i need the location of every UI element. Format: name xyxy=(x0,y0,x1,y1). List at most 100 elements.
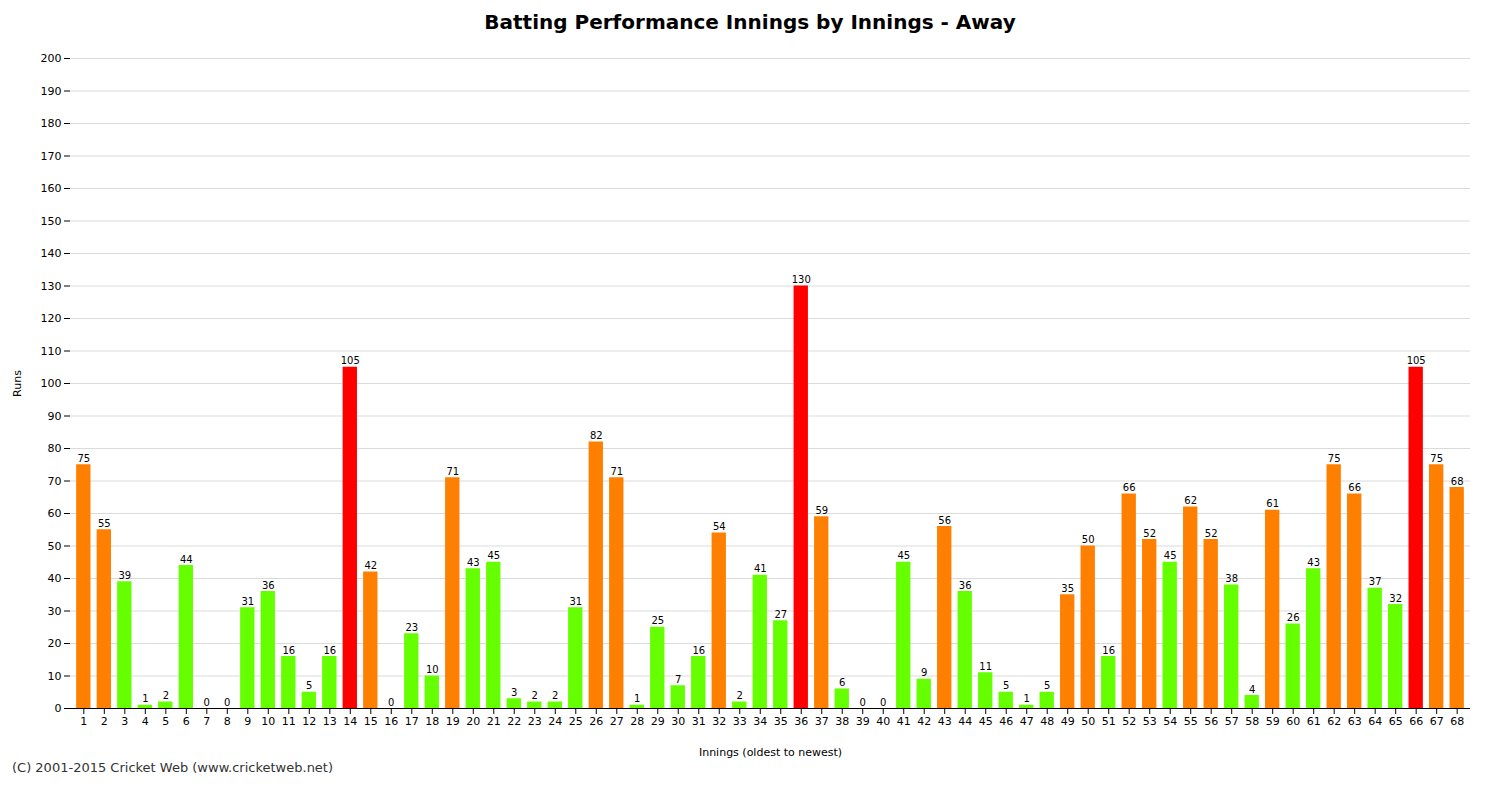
svg-text:5: 5 xyxy=(1003,680,1009,691)
svg-text:2: 2 xyxy=(101,715,108,728)
svg-text:56: 56 xyxy=(938,515,951,526)
svg-text:42: 42 xyxy=(917,715,931,728)
svg-text:21: 21 xyxy=(487,715,501,728)
svg-text:105: 105 xyxy=(341,355,360,366)
svg-text:65: 65 xyxy=(1389,715,1403,728)
svg-text:50: 50 xyxy=(1082,534,1095,545)
svg-text:0: 0 xyxy=(55,702,62,715)
svg-text:10: 10 xyxy=(48,670,62,683)
svg-text:67: 67 xyxy=(1430,715,1444,728)
svg-text:26: 26 xyxy=(1287,612,1300,623)
svg-text:18: 18 xyxy=(425,715,439,728)
svg-text:0: 0 xyxy=(880,697,886,708)
svg-text:200: 200 xyxy=(41,52,62,65)
svg-text:31: 31 xyxy=(241,596,254,607)
svg-text:54: 54 xyxy=(713,521,726,532)
svg-text:6: 6 xyxy=(839,677,845,688)
svg-text:15: 15 xyxy=(364,715,378,728)
svg-text:70: 70 xyxy=(48,475,62,488)
svg-text:28: 28 xyxy=(630,715,644,728)
svg-text:25: 25 xyxy=(651,615,664,626)
svg-text:9: 9 xyxy=(244,715,251,728)
svg-text:0: 0 xyxy=(224,697,230,708)
svg-text:43: 43 xyxy=(1307,557,1320,568)
svg-text:39: 39 xyxy=(118,570,131,581)
svg-text:2: 2 xyxy=(163,690,169,701)
svg-text:60: 60 xyxy=(48,507,62,520)
svg-text:130: 130 xyxy=(792,274,811,285)
svg-text:40: 40 xyxy=(876,715,890,728)
svg-text:20: 20 xyxy=(48,637,62,650)
svg-text:33: 33 xyxy=(733,715,747,728)
svg-text:31: 31 xyxy=(692,715,706,728)
svg-text:25: 25 xyxy=(569,715,583,728)
svg-text:1: 1 xyxy=(80,715,87,728)
svg-text:40: 40 xyxy=(48,572,62,585)
svg-text:16: 16 xyxy=(282,645,295,656)
svg-text:22: 22 xyxy=(507,715,521,728)
svg-text:37: 37 xyxy=(815,715,829,728)
svg-text:36: 36 xyxy=(959,580,972,591)
svg-text:27: 27 xyxy=(610,715,624,728)
svg-text:59: 59 xyxy=(815,505,828,516)
svg-text:150: 150 xyxy=(41,215,62,228)
svg-text:19: 19 xyxy=(446,715,460,728)
svg-text:66: 66 xyxy=(1123,482,1136,493)
svg-text:62: 62 xyxy=(1184,495,1197,506)
svg-text:45: 45 xyxy=(1164,550,1177,561)
svg-text:66: 66 xyxy=(1348,482,1361,493)
svg-text:5: 5 xyxy=(306,680,312,691)
svg-text:52: 52 xyxy=(1143,528,1156,539)
svg-text:7: 7 xyxy=(203,715,210,728)
svg-text:36: 36 xyxy=(794,715,808,728)
svg-text:16: 16 xyxy=(692,645,705,656)
svg-text:35: 35 xyxy=(1061,583,1074,594)
svg-text:180: 180 xyxy=(41,117,62,130)
svg-text:0: 0 xyxy=(388,697,394,708)
svg-text:1: 1 xyxy=(142,693,148,704)
svg-text:190: 190 xyxy=(41,85,62,98)
svg-text:43: 43 xyxy=(467,557,480,568)
svg-text:8: 8 xyxy=(224,715,231,728)
svg-text:39: 39 xyxy=(856,715,870,728)
svg-text:45: 45 xyxy=(979,715,993,728)
svg-text:1: 1 xyxy=(1024,693,1030,704)
svg-text:6: 6 xyxy=(183,715,190,728)
svg-text:2: 2 xyxy=(737,690,743,701)
svg-text:16: 16 xyxy=(323,645,336,656)
svg-text:71: 71 xyxy=(610,466,623,477)
svg-text:75: 75 xyxy=(1430,453,1443,464)
svg-text:Innings (oldest to newest): Innings (oldest to newest) xyxy=(699,746,842,759)
svg-text:10: 10 xyxy=(261,715,275,728)
svg-text:36: 36 xyxy=(262,580,275,591)
svg-text:30: 30 xyxy=(48,605,62,618)
svg-text:75: 75 xyxy=(1328,453,1341,464)
svg-text:41: 41 xyxy=(897,715,911,728)
svg-text:62: 62 xyxy=(1327,715,1341,728)
svg-text:55: 55 xyxy=(98,518,111,529)
svg-text:56: 56 xyxy=(1204,715,1218,728)
svg-text:0: 0 xyxy=(204,697,210,708)
svg-text:61: 61 xyxy=(1307,715,1321,728)
svg-text:75: 75 xyxy=(77,453,90,464)
svg-text:100: 100 xyxy=(41,377,62,390)
svg-text:11: 11 xyxy=(282,715,296,728)
svg-text:11: 11 xyxy=(979,661,992,672)
svg-text:23: 23 xyxy=(528,715,542,728)
svg-text:66: 66 xyxy=(1409,715,1423,728)
svg-text:16: 16 xyxy=(1102,645,1115,656)
svg-text:52: 52 xyxy=(1205,528,1218,539)
svg-text:42: 42 xyxy=(364,560,377,571)
svg-text:5: 5 xyxy=(1044,680,1050,691)
svg-text:50: 50 xyxy=(48,540,62,553)
svg-text:44: 44 xyxy=(180,554,193,565)
svg-text:44: 44 xyxy=(958,715,972,728)
svg-text:46: 46 xyxy=(999,715,1013,728)
svg-text:80: 80 xyxy=(48,442,62,455)
svg-text:4: 4 xyxy=(1249,684,1255,695)
svg-text:45: 45 xyxy=(897,550,910,561)
svg-text:37: 37 xyxy=(1369,576,1382,587)
svg-text:53: 53 xyxy=(1143,715,1157,728)
svg-text:68: 68 xyxy=(1450,715,1464,728)
svg-text:38: 38 xyxy=(835,715,849,728)
